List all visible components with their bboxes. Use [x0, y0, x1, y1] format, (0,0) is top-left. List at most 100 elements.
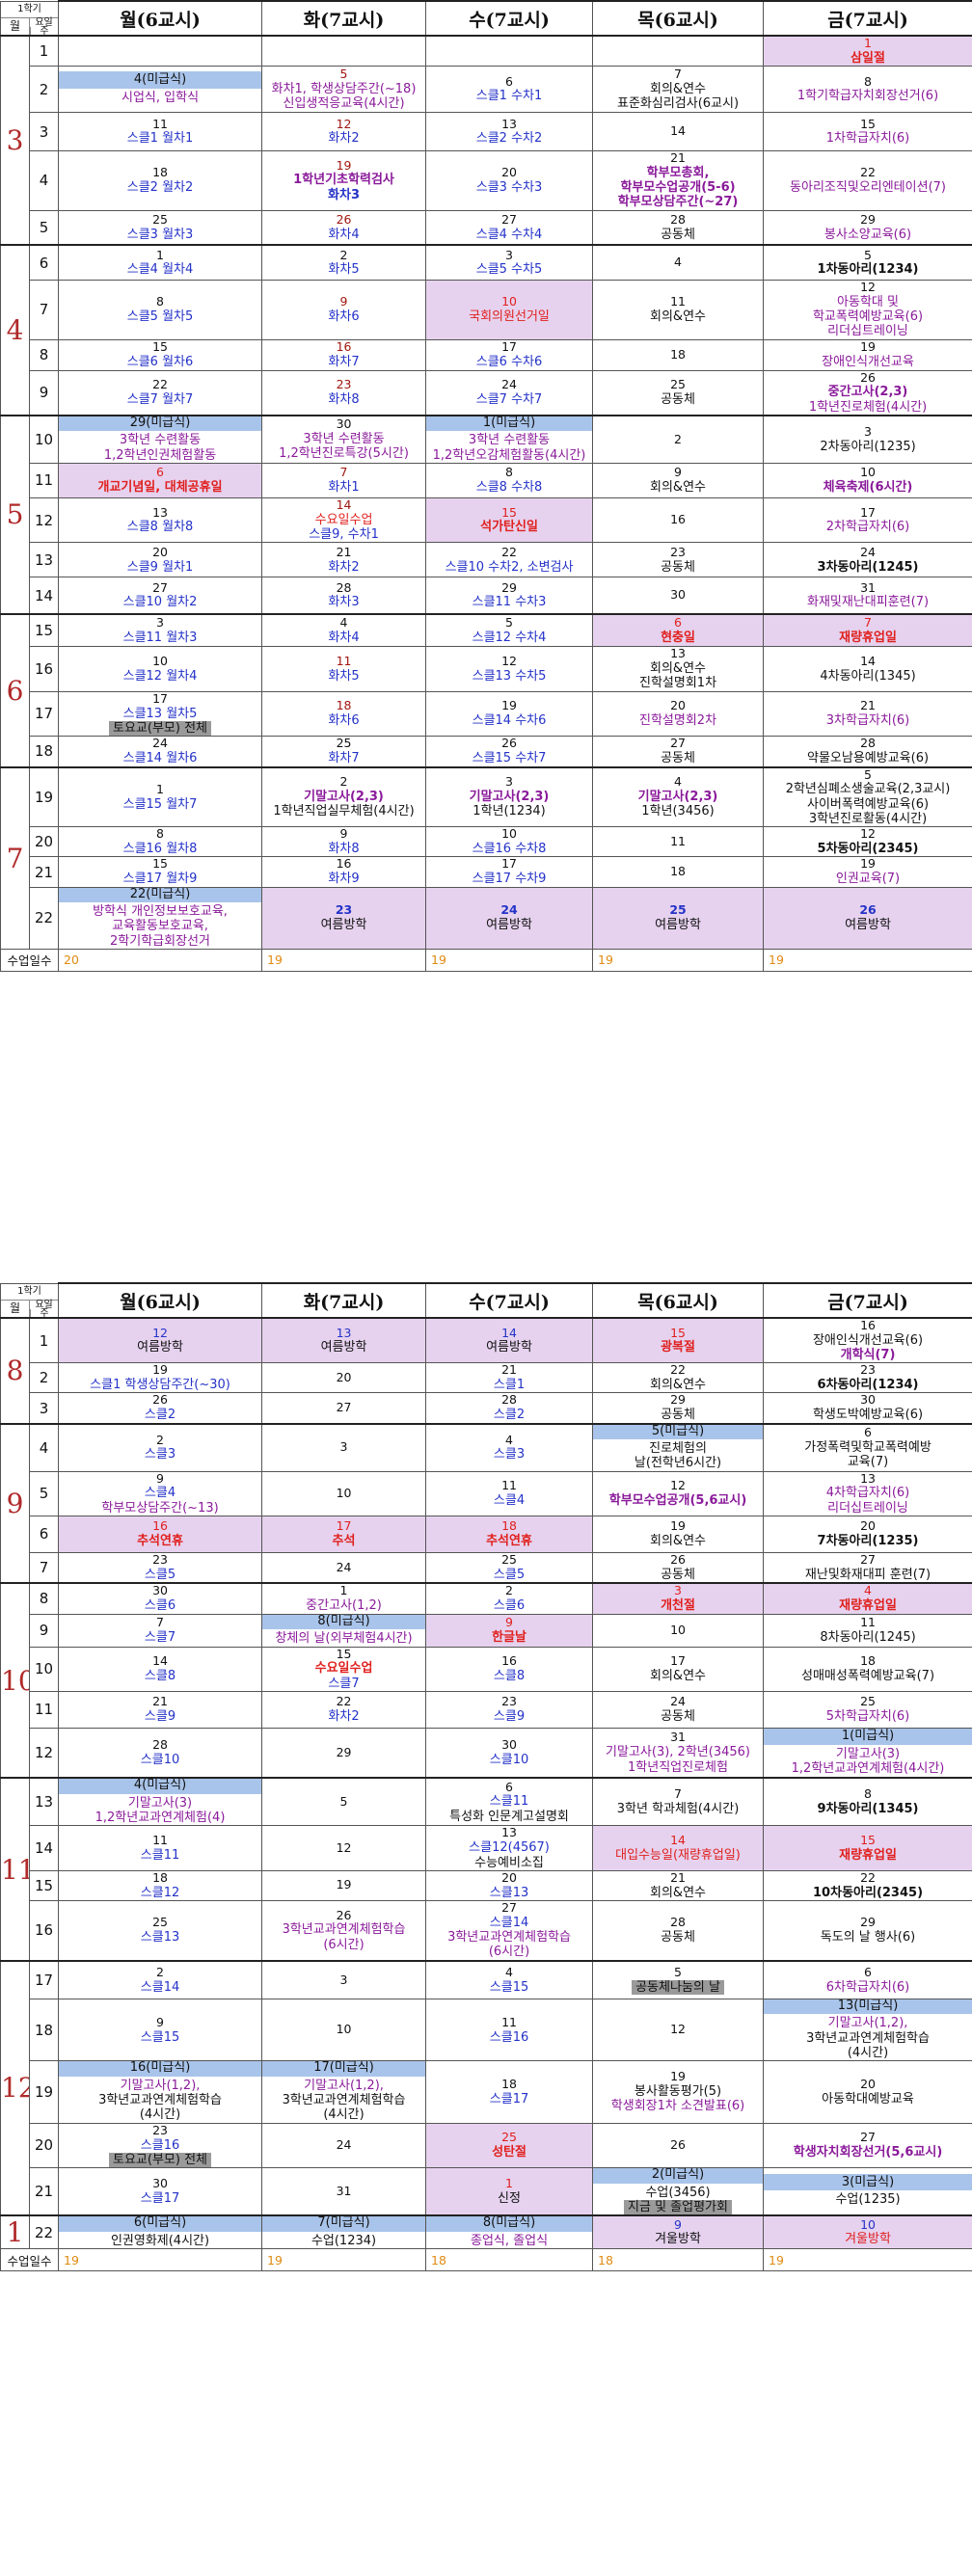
day-cell-thu: 25 공동체	[592, 369, 765, 416]
day-header-fri: 금(7교시)	[763, 1282, 972, 1319]
week-number: 20	[28, 826, 60, 858]
week-row: 22 22(미급식) 방학식 개인정보보호교육, 교육활동보호교육, 2학기학급회장선거…	[1, 886, 972, 950]
day-cell-thu: 26 공동체	[592, 1551, 765, 1584]
date-number: 4	[674, 774, 682, 790]
date-number: 15	[152, 339, 168, 354]
date-number: 8	[156, 294, 164, 309]
corner-header: 1학기 월 요일 주	[0, 1282, 60, 1319]
day-cell-fri: 12 5차동아리(2345)	[763, 826, 972, 858]
day-cell-mon: 29(미급식) 3학년 수련활동 1,2학년인권체험활동	[58, 414, 263, 464]
date-number: 3	[505, 774, 513, 790]
week-number: 18	[28, 1999, 60, 2062]
day-cell-tue: 5 화차1, 학생상담주간(~18) 신입생적응교육(4시간)	[261, 66, 427, 114]
event-text: 기말고사(3)	[127, 1795, 193, 1811]
date-number: 11	[501, 1478, 517, 1493]
date-number: 21	[670, 150, 686, 166]
date-number: 5	[339, 1794, 348, 1810]
event-text: 3학년진로활동(4시간)	[808, 812, 928, 827]
event-text: 신정	[498, 2190, 521, 2206]
day-cell-fri: 18 성매매성폭력예방교육(7)	[763, 1646, 972, 1692]
day-header-tue: 화(7교시)	[261, 0, 427, 37]
event-text: 스클13	[489, 1885, 529, 1900]
day-cell-wed: 11 스클16	[425, 1999, 594, 2062]
week-row: 14 11 스클11 12 13 스클12(4567) 수능예비소집 14 대입수능일(재량휴업…	[1, 1825, 972, 1871]
event-text: 스클8 월차8	[126, 520, 194, 535]
day-cell-tue: 29	[261, 1727, 427, 1779]
date-number: 12	[336, 116, 352, 131]
day-cell-wed: 26 스클15 수차7	[425, 736, 594, 768]
day-cell-tue: 17 추석	[261, 1515, 427, 1553]
day-cell-fri: 7 재량휴업일	[763, 612, 972, 648]
calendar-semester-2: 1학기 월 요일 주 월(6교시) 화(7교시) 수(7교시) 목(6교시) 금(7…	[0, 1282, 972, 2272]
date-number: 20	[336, 1370, 352, 1385]
date-number: 20	[152, 544, 168, 559]
gray-highlight-note: 지금 및 졸업평가회	[624, 2199, 732, 2215]
day-cell-fri: 23 6차동아리(1234)	[763, 1362, 972, 1394]
date-number: 28	[670, 1915, 686, 1930]
event-text: 공동체	[661, 559, 695, 575]
calendar-semester-1: 1학기 월 요일 주 월(6교시) 화(7교시) 수(7교시) 목(6교시) 금(7…	[0, 0, 972, 972]
event-text: 여름방학	[486, 1340, 532, 1355]
event-text: 날(전학년6시간)	[634, 1456, 722, 1471]
event-text: 3차동아리(1245)	[817, 559, 919, 575]
date-number: 25	[501, 2130, 517, 2145]
day-cell-thu: 21 회의&연수	[592, 1869, 765, 1901]
week-row: 3 11 스클1 월차1 12 화차2 13 스클2 수차2 14 15 1차학급자치(6)	[1, 112, 972, 152]
date-number: 25	[670, 377, 686, 392]
day-cell-mon: 12 여름방학	[58, 1317, 263, 1364]
event-text: 스클3 수차3	[475, 180, 543, 196]
event-text: 사이버폭력예방교육(6)	[806, 796, 930, 812]
event-text: 수능예비소집	[474, 1855, 544, 1870]
no-lunch-date-badge: 7(미급식)	[262, 2217, 425, 2232]
day-cell-tue: 13 여름방학	[261, 1317, 427, 1364]
event-text: 스클6	[493, 1598, 526, 1614]
day-cell-thu: 27 공동체	[592, 736, 765, 768]
event-text: 10차동아리(2345)	[813, 1885, 924, 1900]
date-number: 15	[336, 1647, 352, 1661]
week-number: 1	[28, 35, 60, 67]
date-number: 14	[152, 1653, 168, 1669]
day-cell-tue: 3	[261, 1422, 427, 1472]
week-number: 16	[28, 1899, 60, 1962]
event-text: 여름방학	[845, 917, 891, 932]
month-header: 월	[9, 18, 21, 33]
day-cell-wed: 3 기말고사(2,3) 1학년(1234)	[425, 765, 594, 828]
date-number: 19	[670, 2069, 686, 2084]
date-number: 7	[674, 1786, 682, 1802]
event-text: 스클16 수차8	[472, 842, 547, 857]
date-number: 13	[501, 116, 517, 131]
week-row: 16 25 스클13 26 3학년교과연계체험학습 (6시간) 27 스클14 3학년교과연계체…	[1, 1899, 972, 1962]
event-text: 회의&연수	[650, 480, 706, 496]
event-text: 인권영화제(4시간)	[110, 2233, 210, 2248]
day-cell-tue: 27	[261, 1392, 427, 1425]
date-number: 15	[152, 856, 168, 872]
event-text: 4차학급자치(6)	[825, 1486, 910, 1501]
day-cell-mon: 7 스클7	[58, 1613, 263, 1648]
day-cell-tue: 12 화차2	[261, 112, 427, 152]
event-text: 리더십트레이닝	[827, 324, 908, 339]
date-number: 25	[669, 902, 687, 918]
day-cell-fri: 24 3차동아리(1245)	[763, 542, 972, 578]
date-number: 22	[152, 377, 168, 392]
date-number: 19	[152, 1362, 168, 1378]
event-text: 9차동아리(1345)	[817, 1802, 919, 1817]
event-text: 중간고사(2,3)	[827, 385, 908, 400]
day-cell-wed: 20 스클3 수차3	[425, 150, 594, 211]
school-days-row-1: 수업일수 20 19 19 19 19	[0, 948, 972, 972]
day-cell-fri: 3(미급식) 수업(1235)	[763, 2167, 972, 2216]
event-text: 화차5	[328, 262, 360, 278]
day-cell-thu: 3 개천절	[592, 1582, 765, 1615]
event-text: 화차3	[328, 187, 360, 202]
day-cell-thu: 12 학부모수업공개(5,6교시)	[592, 1470, 765, 1516]
date-number: 12	[336, 1839, 352, 1855]
week-row: 21 30 스클17 31 1 신정 2(미급식) 수업(3456) 지금 및 졸업평가회 3(미…	[1, 2167, 972, 2216]
week-row: 5 9 스클4 학부모상담주간(~13) 10 11 스클4 12 학부모수업공개(5,6교시)…	[1, 1470, 972, 1516]
date-number: 5	[505, 615, 513, 631]
day-header-wed: 수(7교시)	[425, 1282, 594, 1319]
date-number: 30	[336, 416, 352, 432]
week-number: 15	[28, 1869, 60, 1901]
event-text: 스클1 수차1	[475, 89, 543, 104]
date-number: 23	[860, 1362, 876, 1378]
event-text: 스클10 수차2, 소변검사	[445, 559, 574, 575]
day-cell-thu: 9 겨울방학	[592, 2214, 765, 2250]
